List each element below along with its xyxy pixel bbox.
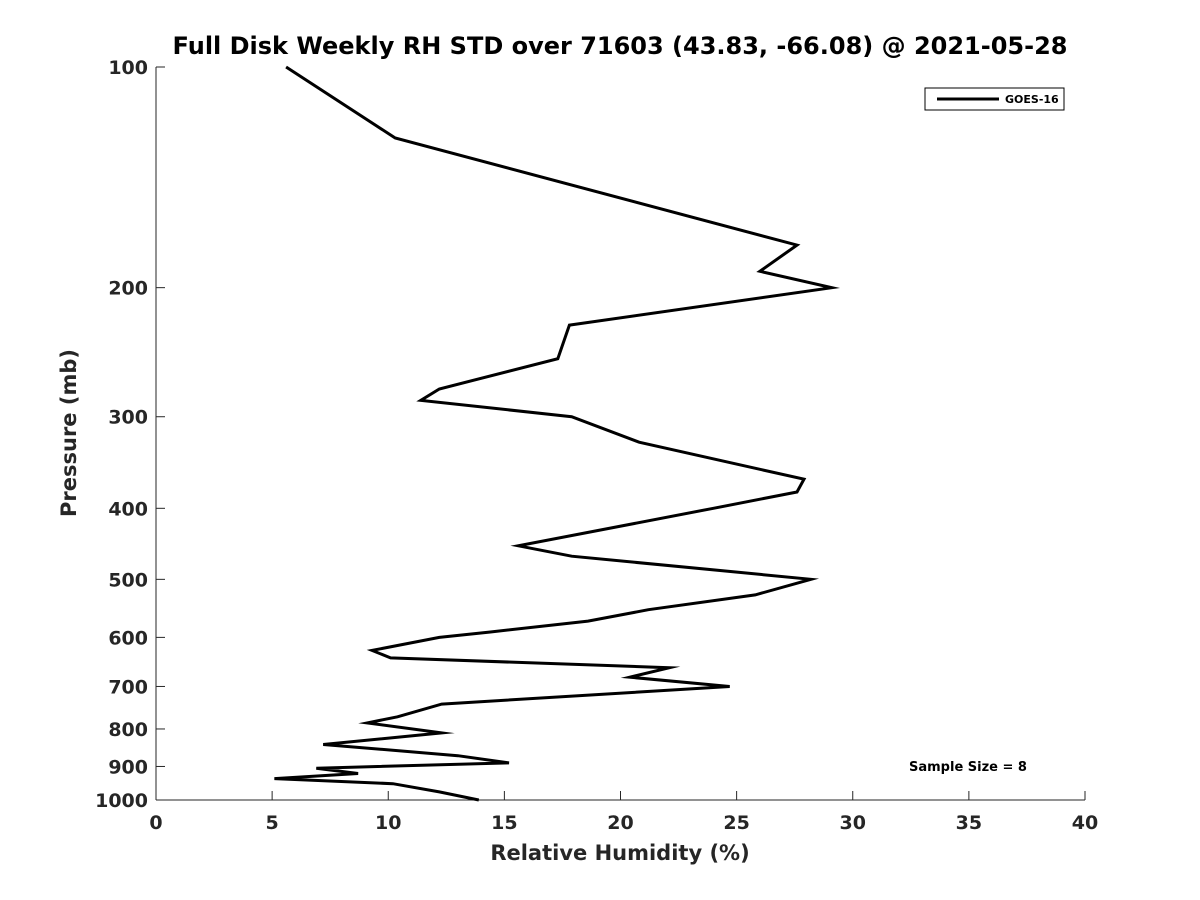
y-tick-label-600: 600 — [108, 627, 148, 649]
x-tick-label-0: 0 — [149, 812, 162, 834]
y-tick-label-400: 400 — [108, 498, 148, 520]
y-tick-label-100: 100 — [108, 57, 148, 79]
y-tick-label-900: 900 — [108, 756, 148, 778]
legend: GOES-16 — [924, 87, 1065, 111]
y-tick-label-800: 800 — [108, 719, 148, 741]
x-axis-label: Relative Humidity (%) — [490, 841, 749, 865]
x-tick-label-20: 20 — [607, 812, 633, 834]
y-tick-label-700: 700 — [108, 676, 148, 698]
x-tick-label-40: 40 — [1072, 812, 1098, 834]
axes: 0 5 10 15 20 25 30 35 40 100 200 300 400 500 600 700 800… — [95, 57, 1098, 834]
x-tick-label-30: 30 — [840, 812, 866, 834]
y-tick-label-200: 200 — [108, 278, 148, 300]
data-layer — [274, 65, 841, 802]
x-tick-label-15: 15 — [491, 812, 517, 834]
x-tick-label-5: 5 — [266, 812, 279, 834]
y-tick-label-1000: 1000 — [95, 790, 148, 812]
chart-title: Full Disk Weekly RH STD over 71603 (43.8… — [173, 32, 1068, 60]
y-axis-label: Pressure (mb) — [57, 349, 81, 517]
y-tick-label-500: 500 — [108, 569, 148, 591]
y-tick-label-300: 300 — [108, 407, 148, 429]
x-tick-label-35: 35 — [956, 812, 982, 834]
legend-label: GOES-16 — [1005, 93, 1059, 106]
x-tick-label-25: 25 — [723, 812, 749, 834]
x-tick-label-10: 10 — [375, 812, 401, 834]
sample-size-annotation: Sample Size = 8 — [909, 760, 1027, 775]
series-line-goes-16 — [274, 65, 841, 802]
